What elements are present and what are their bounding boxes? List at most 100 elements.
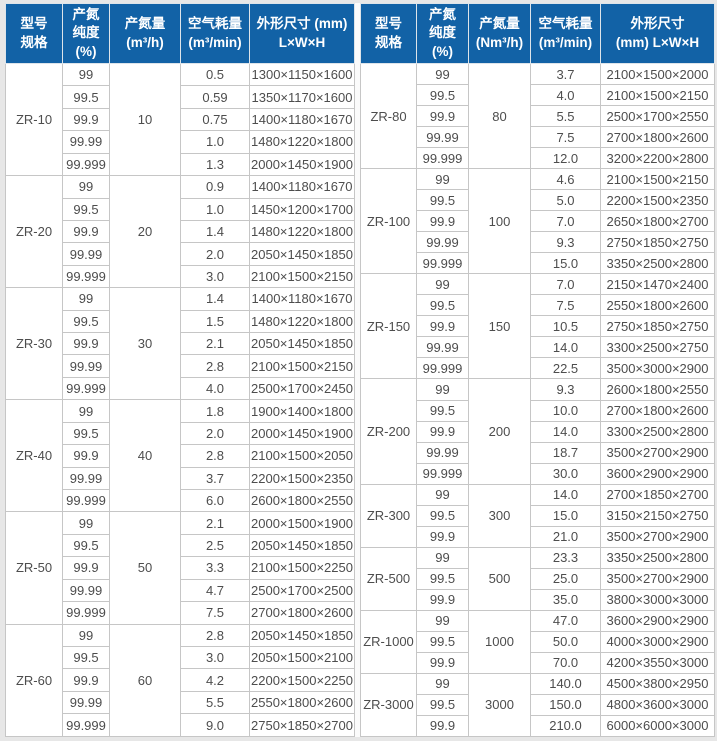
purity-cell: 99.9	[62, 107, 110, 132]
air-cell: 6.0	[180, 489, 250, 513]
air-cell: 2.1	[180, 332, 250, 356]
table-row: 99.5 2.0 2000×1450×1900	[6, 421, 355, 446]
dimensions-cell: 3600×2900×2900	[600, 609, 715, 632]
header-row: 型号 规格 产氮 纯度 (%) 产氮量 (m³/h) 空气耗量 (m³/min) 外形尺寸 (mm…	[5, 3, 355, 64]
purity-cell: 99	[416, 483, 469, 506]
dimensions-cell: 2700×1800×2600	[600, 399, 715, 422]
dimensions-cell: 2700×1800×2600	[249, 601, 355, 625]
dimensions-column-header: 外形尺寸 (mm) L×W×H	[600, 3, 715, 64]
purity-cell: 99.9	[62, 219, 110, 244]
purity-cell: 99.999	[416, 462, 469, 485]
air-cell: 25.0	[530, 567, 601, 590]
header-line: 空气耗量	[188, 16, 242, 32]
dimensions-cell: 2100×1500×2150	[600, 168, 715, 191]
air-cell: 4.6	[530, 168, 601, 191]
table-row: 99.99 4.7 2500×1700×2500	[6, 578, 355, 603]
table-row: ZR-150 99 150 7.0 2150×1470×2400	[360, 273, 715, 380]
table-row: 99.9 7.0 2650×1800×2700	[361, 210, 715, 233]
header-line: (m³/h)	[126, 34, 164, 50]
table-row: 99.999 7.5 2700×1800×2600	[6, 601, 355, 625]
purity-cell: 99	[416, 609, 469, 632]
air-cell: 7.5	[180, 601, 250, 625]
table-row: 99.9 1.4 1480×1220×1800	[6, 219, 355, 244]
dimensions-cell: 3500×3000×2900	[600, 357, 715, 380]
table-row: ZR-100 99 100 4.6 2100×1500×2150	[360, 168, 715, 275]
dimensions-cell: 2600×1800×2550	[249, 489, 355, 513]
dimensions-cell: 3600×2900×2900	[600, 462, 715, 485]
dimensions-cell: 2500×1700×2500	[249, 578, 355, 603]
table-row: 99.5 5.0 2200×1500×2350	[361, 189, 715, 212]
purity-cell: 99.999	[416, 147, 469, 170]
purity-cell: 99.999	[62, 601, 110, 625]
purity-cell: 99.5	[62, 85, 110, 109]
dimensions-cell: 3800×3000×3000	[600, 588, 715, 611]
table-row: 99.5 1.0 1450×1200×1700	[6, 197, 355, 221]
dimensions-cell: 1480×1220×1800	[249, 309, 355, 334]
purity-cell: 99.999	[62, 264, 110, 289]
header-line: (m³/min)	[188, 34, 242, 50]
dimensions-cell: 4800×3600×3000	[600, 693, 715, 716]
purity-cell: 99.5	[62, 533, 110, 558]
dimensions-cell: 3500×2700×2900	[600, 567, 715, 590]
air-cell: 3.3	[180, 556, 250, 580]
header-line: 产氮	[429, 7, 456, 23]
dimensions-cell: 1450×1200×1700	[249, 197, 355, 221]
table-body: ZR-10 99 10 0.5 1300×1150×1600 99.5 0.59 1350×1…	[5, 62, 355, 738]
purity-cell: 99.99	[416, 126, 469, 149]
dimensions-cell: 3350×2500×2800	[600, 546, 715, 569]
air-cell: 2.8	[180, 444, 250, 468]
output-cell: 200	[468, 378, 531, 485]
air-cell: 2.8	[180, 354, 250, 378]
dimensions-cell: 1300×1150×1600	[249, 62, 355, 87]
dimensions-cell: 2650×1800×2700	[600, 210, 715, 233]
purity-cell: 99	[416, 378, 469, 401]
air-column-header: 空气耗量 (m³/min)	[180, 3, 250, 64]
dimensions-cell: 2150×1470×2400	[600, 273, 715, 296]
air-cell: 21.0	[530, 525, 601, 548]
table-row: 99.99 2.8 2100×1500×2150	[6, 354, 355, 378]
dimensions-cell: 2550×1800×2600	[600, 294, 715, 317]
output-column-header: 产氮量 (m³/h)	[109, 3, 181, 64]
dimensions-cell: 1400×1180×1670	[249, 107, 355, 132]
table-header: 型号 规格 产氮 纯度 (%) 产氮量 (Nm³/h) 空气耗量 (m³/min) 外形尺寸 (mm…	[360, 3, 715, 64]
purity-cell: 99.9	[416, 714, 469, 738]
table-row: ZR-1000 99 1000 47.0 3600×2900×2900	[360, 609, 715, 674]
table-row: ZR-50 99 50 2.1 2000×1500×1900	[5, 511, 355, 625]
output-cell: 150	[468, 273, 531, 380]
dimensions-cell: 2100×1500×2150	[249, 354, 355, 378]
table-row: 99.999 30.0 3600×2900×2900	[361, 462, 715, 485]
purity-cell: 99.9	[416, 315, 469, 338]
table-row: 99.99 9.3 2750×1850×2750	[361, 231, 715, 254]
purity-cell: 99	[416, 273, 469, 296]
purity-cell: 99.9	[416, 420, 469, 443]
air-cell: 47.0	[530, 609, 601, 632]
air-cell: 2.0	[180, 421, 250, 446]
output-cell: 300	[468, 483, 531, 548]
output-cell: 10	[109, 62, 181, 177]
air-cell: 9.3	[530, 378, 601, 401]
purity-cell: 99.9	[416, 105, 469, 128]
purity-cell: 99.99	[62, 578, 110, 603]
purity-cell: 99.5	[416, 693, 469, 716]
purity-cell: 99	[62, 399, 110, 423]
dimensions-cell: 2050×1450×1850	[249, 332, 355, 356]
model-cell: ZR-1000	[360, 609, 417, 674]
dimensions-cell: 2200×1500×2350	[600, 189, 715, 212]
table-row: 99.9 10.5 2750×1850×2750	[361, 315, 715, 338]
table-row: 99.5 50.0 4000×3000×2900	[361, 630, 715, 653]
purity-cell: 99.5	[62, 309, 110, 334]
table-row: 99.9 70.0 4200×3550×3000	[361, 651, 715, 674]
purity-cell: 99.5	[416, 504, 469, 527]
model-column-header: 型号 规格	[360, 3, 417, 64]
table-row: 99.999 1.3 2000×1450×1900	[6, 152, 355, 177]
air-cell: 0.5	[180, 62, 250, 87]
dimensions-cell: 2750×1850×2750	[600, 231, 715, 254]
output-cell: 100	[468, 168, 531, 275]
air-cell: 7.0	[530, 273, 601, 296]
header-line: 产氮量	[479, 16, 520, 32]
dimensions-cell: 1400×1180×1670	[249, 287, 355, 311]
purity-cell: 99	[62, 287, 110, 311]
table-row: 99.99 18.7 3500×2700×2900	[361, 441, 715, 464]
purity-cell: 99.999	[416, 357, 469, 380]
